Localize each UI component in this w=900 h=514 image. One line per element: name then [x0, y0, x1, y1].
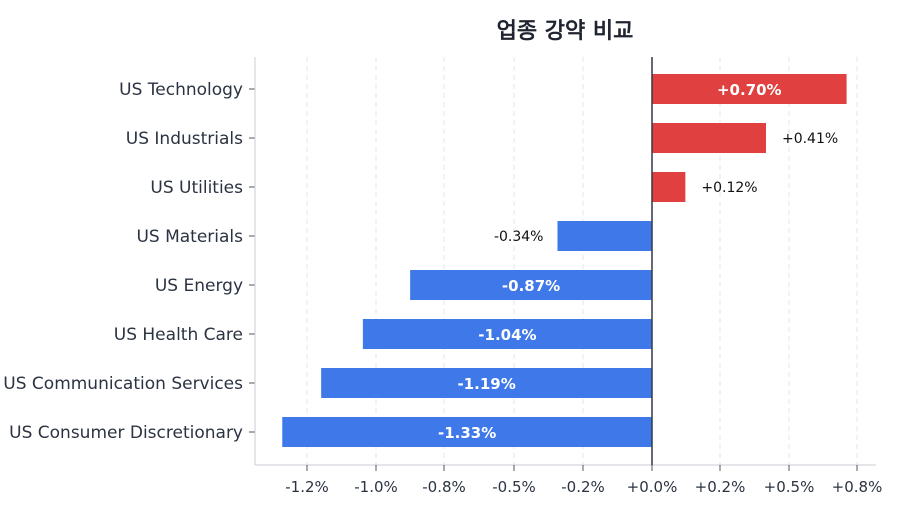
x-tick-label: +0.8%: [832, 478, 883, 496]
x-tick-label: -0.5%: [492, 478, 536, 496]
bar: [557, 221, 652, 251]
category-label: US Industrials: [126, 129, 243, 149]
x-tick-label: -1.2%: [285, 478, 329, 496]
chart-title: 업종 강약 비교: [497, 19, 634, 44]
x-tick-label: +0.0%: [627, 478, 678, 496]
category-label: US Technology: [119, 80, 243, 100]
category-label: US Health Care: [114, 325, 243, 345]
bar: [282, 417, 652, 447]
value-label: +0.70%: [717, 81, 782, 99]
grid-lines: [306, 57, 858, 465]
value-label: -0.34%: [494, 229, 544, 245]
axes: [249, 57, 876, 471]
value-labels: +0.70% +0.41% +0.12% -0.34% -0.87% -1.04% -1.1…: [438, 81, 838, 442]
bar: [652, 74, 847, 104]
x-tick-label: -1.0%: [354, 478, 398, 496]
x-tick-label: -0.8%: [422, 478, 466, 496]
category-labels: US Technology US Industrials US Utilities U…: [3, 80, 243, 443]
value-label: -0.87%: [502, 277, 560, 295]
category-label: US Consumer Discretionary: [9, 423, 243, 443]
category-label: US Materials: [136, 227, 243, 247]
value-label: -1.33%: [438, 424, 496, 442]
x-tick-label: -0.2%: [561, 478, 605, 496]
category-label: US Communication Services: [3, 374, 243, 394]
x-tick-label: +0.2%: [695, 478, 746, 496]
bar: [321, 368, 652, 398]
bars: [282, 74, 847, 447]
x-tick-label: +0.5%: [764, 478, 815, 496]
bar: [652, 123, 766, 153]
value-label: -1.04%: [478, 326, 536, 344]
bar: [362, 319, 652, 349]
value-label: +0.41%: [782, 131, 838, 147]
value-label: -1.19%: [457, 375, 515, 393]
category-label: US Energy: [155, 276, 243, 296]
category-label: US Utilities: [150, 178, 243, 198]
bar: [410, 270, 652, 300]
tick-labels: -1.2% -1.0% -0.8% -0.5% -0.2% +0.0% +0.2% +0.5%…: [285, 478, 882, 496]
bar: [652, 172, 686, 202]
value-label: +0.12%: [701, 180, 757, 196]
